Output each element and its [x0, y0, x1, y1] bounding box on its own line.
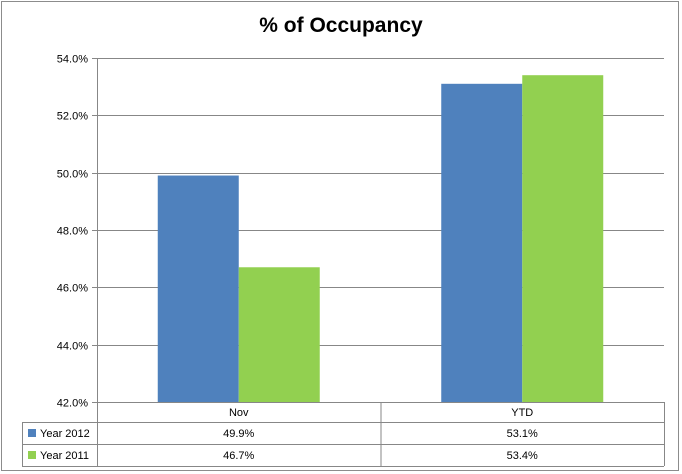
- legend-swatch: [28, 429, 36, 437]
- y-tick-label: 44.0%: [57, 341, 88, 353]
- y-tick-label: 46.0%: [57, 283, 88, 295]
- y-tick-label: 54.0%: [57, 54, 88, 66]
- y-tick-label: 48.0%: [57, 226, 88, 238]
- data-table: Nov YTD Year 2012 49.9% 53.1% Year 2011 46.7% 5…: [22, 402, 665, 467]
- legend-swatch: [28, 451, 36, 459]
- data-table-value: 53.4%: [507, 450, 538, 462]
- x-tick-label: YTD: [511, 407, 533, 419]
- chart-title: % of Occupancy: [259, 14, 423, 37]
- data-table-value: 53.1%: [507, 428, 538, 440]
- bar-year-2011-ytd: [522, 75, 604, 402]
- bar-layer: [157, 75, 604, 403]
- bar-year-2011-nov: [238, 267, 320, 402]
- legend-label: Year 2012: [40, 428, 90, 440]
- bar-year-2012-ytd: [441, 83, 523, 403]
- y-tick-label: 52.0%: [57, 111, 88, 123]
- bar-year-2012-nov: [157, 175, 239, 402]
- x-tick-label: Nov: [229, 407, 249, 419]
- data-table-value: 49.9%: [223, 428, 254, 440]
- y-tick-label: 50.0%: [57, 169, 88, 181]
- y-tick-label: 42.0%: [57, 398, 88, 410]
- legend-label: Year 2011: [40, 450, 89, 462]
- data-table-value: 46.7%: [223, 450, 254, 462]
